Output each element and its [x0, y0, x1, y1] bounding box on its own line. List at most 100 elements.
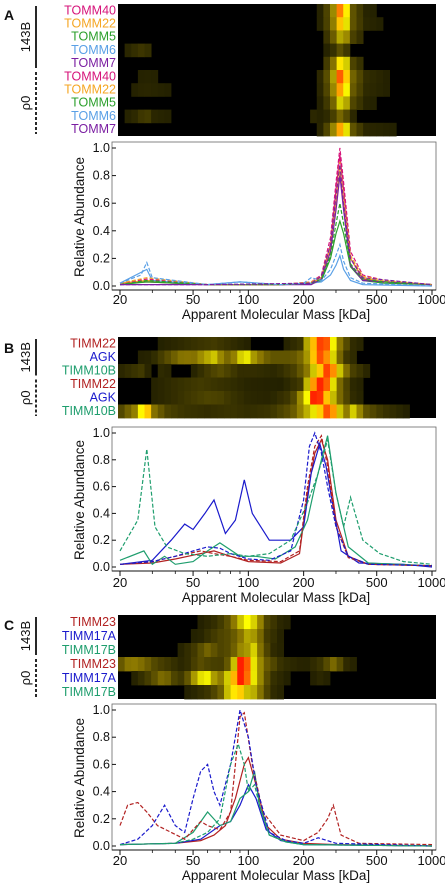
heatmap-cell — [296, 337, 304, 351]
heatmap-cell — [237, 643, 245, 658]
heatmap-cell — [190, 404, 198, 419]
heatmap-cell — [177, 377, 185, 392]
heatmap-cell — [356, 83, 364, 97]
heatmap-cell — [217, 364, 225, 378]
heatmap-cell — [323, 364, 331, 378]
heatmap-cell — [197, 404, 205, 419]
heatmap-cell — [157, 657, 165, 672]
heatmap-cell — [349, 404, 357, 419]
heatmap-cell — [224, 671, 232, 686]
y-tick-label: 0.8 — [93, 169, 110, 183]
heatmap-cell — [376, 404, 384, 419]
heatmap-cell — [230, 377, 238, 392]
x-tick-label: 50 — [186, 292, 200, 307]
heatmap-cell — [349, 96, 357, 110]
heatmap-cell — [310, 671, 318, 686]
heatmap-cell — [310, 391, 318, 405]
heatmap-cell — [310, 109, 318, 124]
heatmap-cell — [157, 377, 165, 392]
heatmap-cell — [336, 17, 344, 31]
heatmap-cell — [224, 685, 232, 700]
heatmap-cell — [323, 350, 331, 365]
heatmap-cell — [190, 643, 198, 658]
heatmap-cell — [296, 377, 304, 392]
heatmap-cell — [243, 337, 251, 351]
y-tick-label: 0.2 — [93, 812, 110, 826]
heatmap-cell — [323, 56, 331, 71]
heatmap-cell — [204, 337, 212, 351]
heatmap-cell — [356, 17, 364, 31]
heatmap-cell — [210, 391, 218, 405]
heatmap-cell — [237, 377, 245, 392]
heatmap-cell — [157, 350, 165, 365]
heatmap-cell — [270, 391, 278, 405]
heatmap-cell — [323, 377, 331, 392]
heatmap-cell — [296, 404, 304, 419]
heatmap-cell — [151, 109, 159, 124]
heatmap-row-label: TOMM5 — [71, 30, 116, 44]
heatmap-cell — [336, 56, 344, 71]
heatmap-cell — [137, 109, 145, 124]
heatmap-cell — [263, 404, 271, 419]
group-label-rho0: ρ0 — [18, 671, 33, 686]
group-label-143B: 143B — [18, 621, 33, 651]
heatmap-cell — [151, 657, 159, 672]
heatmap-cell — [343, 337, 351, 351]
heatmap-cell — [124, 109, 132, 124]
heatmap-cell — [210, 685, 218, 700]
heatmap-cell — [277, 364, 285, 378]
heatmap-cell — [250, 685, 258, 700]
heatmap-cell — [144, 43, 152, 58]
series-line-TIMM17A-dashed — [119, 709, 433, 847]
series-line-TIMM10B-solid — [119, 435, 433, 567]
heatmap-cell — [323, 70, 331, 84]
heatmap-cell — [243, 643, 251, 658]
heatmap-cell — [336, 30, 344, 44]
heatmap-cell — [343, 70, 351, 84]
heatmap-cell — [330, 96, 338, 110]
heatmap-cell — [283, 350, 291, 365]
heatmap-cell — [118, 657, 126, 672]
heatmap-cell — [277, 377, 285, 392]
heatmap-cell — [277, 671, 285, 686]
heatmap-cell — [164, 377, 172, 392]
heatmap-cell — [277, 615, 285, 630]
heatmap-cell — [349, 70, 357, 84]
x-tick-label: 1000 — [418, 853, 445, 868]
heatmap-cell — [177, 671, 185, 686]
x-tick-label: 500 — [366, 292, 388, 307]
heatmap-cell — [171, 404, 179, 419]
heatmap-cell — [190, 685, 198, 700]
y-tick-label: 0.4 — [93, 785, 110, 799]
plot-frame — [111, 703, 437, 851]
series-line-TOMM7-solid — [120, 175, 433, 286]
heatmap-cell — [197, 629, 205, 644]
heatmap-cell — [171, 377, 179, 392]
heatmap-cell — [257, 643, 265, 658]
heatmap-cell — [349, 56, 357, 71]
heatmap-cell — [184, 671, 192, 686]
heatmap-cell — [316, 377, 324, 392]
x-tick-label: 200 — [293, 292, 315, 307]
heatmap-cell — [376, 17, 384, 31]
heatmap-cell — [151, 70, 159, 84]
y-tick-label: 0.8 — [93, 730, 110, 744]
y-tick-label: 0.0 — [93, 279, 110, 293]
heatmap-cell — [243, 350, 251, 365]
heatmap-cell — [336, 96, 344, 110]
heatmap-cell — [349, 364, 357, 378]
heatmap-cell — [190, 391, 198, 405]
heatmap-row-label: TOMM7 — [71, 56, 116, 70]
heatmap-cell — [184, 377, 192, 392]
heatmap-cell — [171, 671, 179, 686]
x-tick-label: 100 — [238, 575, 260, 590]
heatmap-row-label: TIMM17A — [62, 671, 117, 685]
heatmap-cell — [257, 629, 265, 644]
heatmap-cell — [224, 657, 232, 672]
heatmap-row-label: TOMM6 — [71, 109, 116, 123]
heatmap-cell — [137, 350, 145, 365]
heatmap-cell — [389, 404, 397, 419]
heatmap-cell — [283, 391, 291, 405]
heatmap-cell — [283, 337, 291, 351]
x-tick-label: 100 — [238, 292, 260, 307]
